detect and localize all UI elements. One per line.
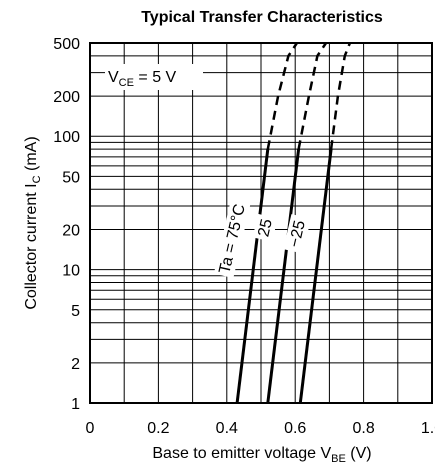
series-layer xyxy=(235,42,352,404)
svg-text:−25: −25 xyxy=(286,219,309,249)
series-label-25: 25 xyxy=(252,213,278,242)
chart-title: Typical Transfer Characteristics xyxy=(141,9,383,26)
y-tick-label: 200 xyxy=(53,89,80,106)
x-tick-label: 0.6 xyxy=(284,420,306,437)
svg-text:Ta = 75°C: Ta = 75°C xyxy=(216,203,249,276)
y-tick-label: 500 xyxy=(53,36,80,53)
y-tick-label: 1 xyxy=(71,396,80,413)
svg-text:25: 25 xyxy=(255,217,276,238)
condition-box xyxy=(105,64,203,90)
series-label-75: Ta = 75°C xyxy=(213,199,251,279)
series-line-1-solid xyxy=(266,149,301,404)
y-tick-labels: 500 200 100 50 20 10 5 2 1 xyxy=(53,36,80,413)
y-tick-label: 100 xyxy=(53,129,80,146)
x-tick-label: 1.0 xyxy=(421,420,435,437)
y-tick-label: 20 xyxy=(62,222,80,239)
x-tick-label: 0.2 xyxy=(147,420,169,437)
y-tick-label: 2 xyxy=(71,356,80,373)
grid xyxy=(90,43,432,403)
x-tick-label: 0.8 xyxy=(352,420,374,437)
series-line-0-solid xyxy=(235,149,270,404)
x-tick-label: 0.4 xyxy=(216,420,238,437)
x-tick-labels: 0 0.2 0.4 0.6 0.8 1.0 xyxy=(86,420,435,437)
condition-label: VCE = 5 V xyxy=(108,69,177,89)
series-line-2-solid xyxy=(298,149,333,404)
plot-frame xyxy=(89,42,433,404)
x-axis-label: Base to emitter voltage VBE (V) xyxy=(152,445,371,465)
x-tick-label: 0 xyxy=(86,420,95,437)
y-tick-label: 5 xyxy=(71,303,80,320)
y-tick-label: 10 xyxy=(62,263,80,280)
y-tick-label: 50 xyxy=(62,169,80,186)
y-axis-label: Collector current IC (mA) xyxy=(23,136,43,309)
series-label-minus25: −25 xyxy=(283,214,311,254)
